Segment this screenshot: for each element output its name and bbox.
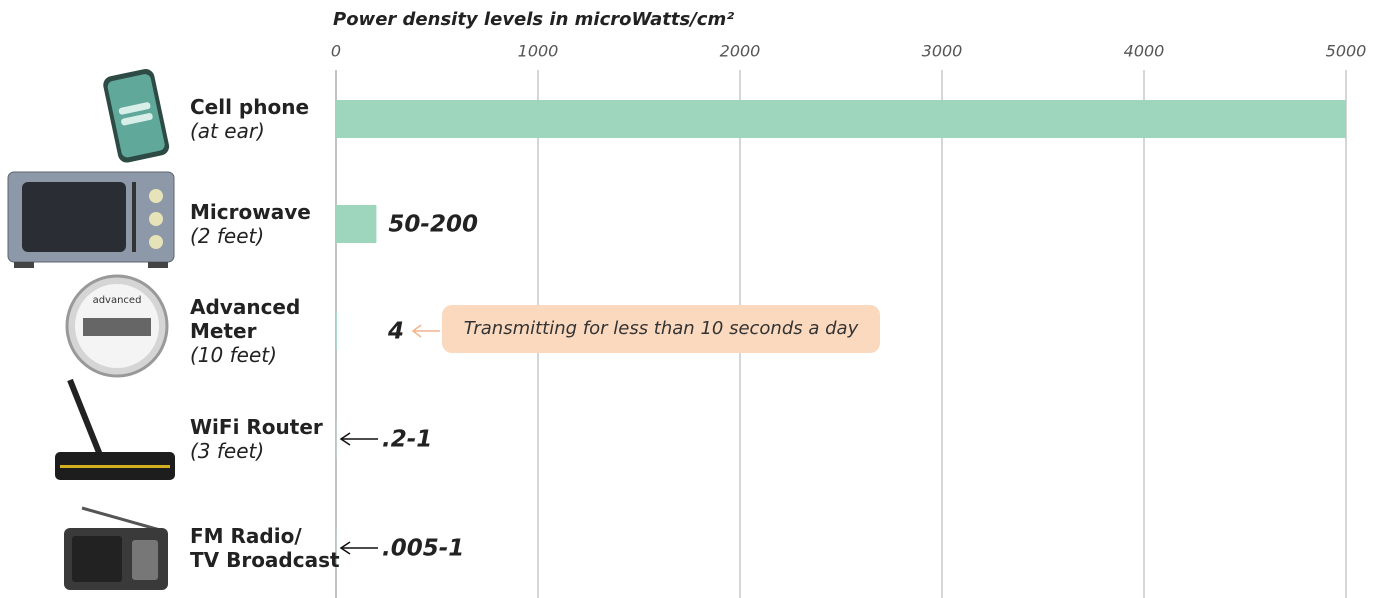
phone-icon — [102, 67, 171, 164]
radio-icon — [64, 508, 168, 590]
category-label: FM Radio/ TV Broadcast — [190, 524, 340, 572]
x-tick-label: 2000 — [720, 42, 761, 61]
value-label: 50-200 — [388, 212, 478, 238]
annotation: Transmitting for less than 10 seconds a … — [442, 305, 880, 353]
x-tick-label: 5000 — [1326, 42, 1367, 61]
x-tick-label: 0 — [331, 42, 341, 61]
category-name: Advanced Meter — [190, 295, 340, 343]
category-label: Cell phone(at ear) — [190, 95, 340, 143]
category-label: Microwave(2 feet) — [190, 200, 340, 248]
axis-title: Power density levels in microWatts/cm² — [333, 9, 734, 30]
category-name: FM Radio/ TV Broadcast — [190, 524, 340, 572]
category-name: Microwave — [190, 200, 340, 224]
category-label: Advanced Meter(10 feet) — [190, 295, 340, 367]
category-sublabel: (2 feet) — [190, 224, 340, 248]
microwave-icon — [8, 172, 174, 268]
value-label: .005-1 — [382, 536, 464, 562]
category-label: WiFi Router(3 feet) — [190, 415, 340, 463]
svg-text:advanced: advanced — [93, 295, 142, 306]
bar — [336, 205, 376, 243]
category-sublabel: (at ear) — [190, 119, 340, 143]
meter-icon: advanced — [67, 276, 167, 376]
category-sublabel: (10 feet) — [190, 343, 340, 367]
value-label: 4 — [387, 319, 404, 345]
bar — [336, 100, 1346, 138]
category-name: WiFi Router — [190, 415, 340, 439]
x-tick-label: 1000 — [518, 42, 559, 61]
chart: Power density levels in microWatts/cm² a… — [0, 0, 1385, 598]
router-icon — [55, 380, 175, 480]
x-tick-label: 3000 — [922, 42, 963, 61]
category-name: Cell phone — [190, 95, 340, 119]
value-label: .2-1 — [382, 427, 432, 453]
x-tick-label: 4000 — [1124, 42, 1165, 61]
category-sublabel: (3 feet) — [190, 439, 340, 463]
